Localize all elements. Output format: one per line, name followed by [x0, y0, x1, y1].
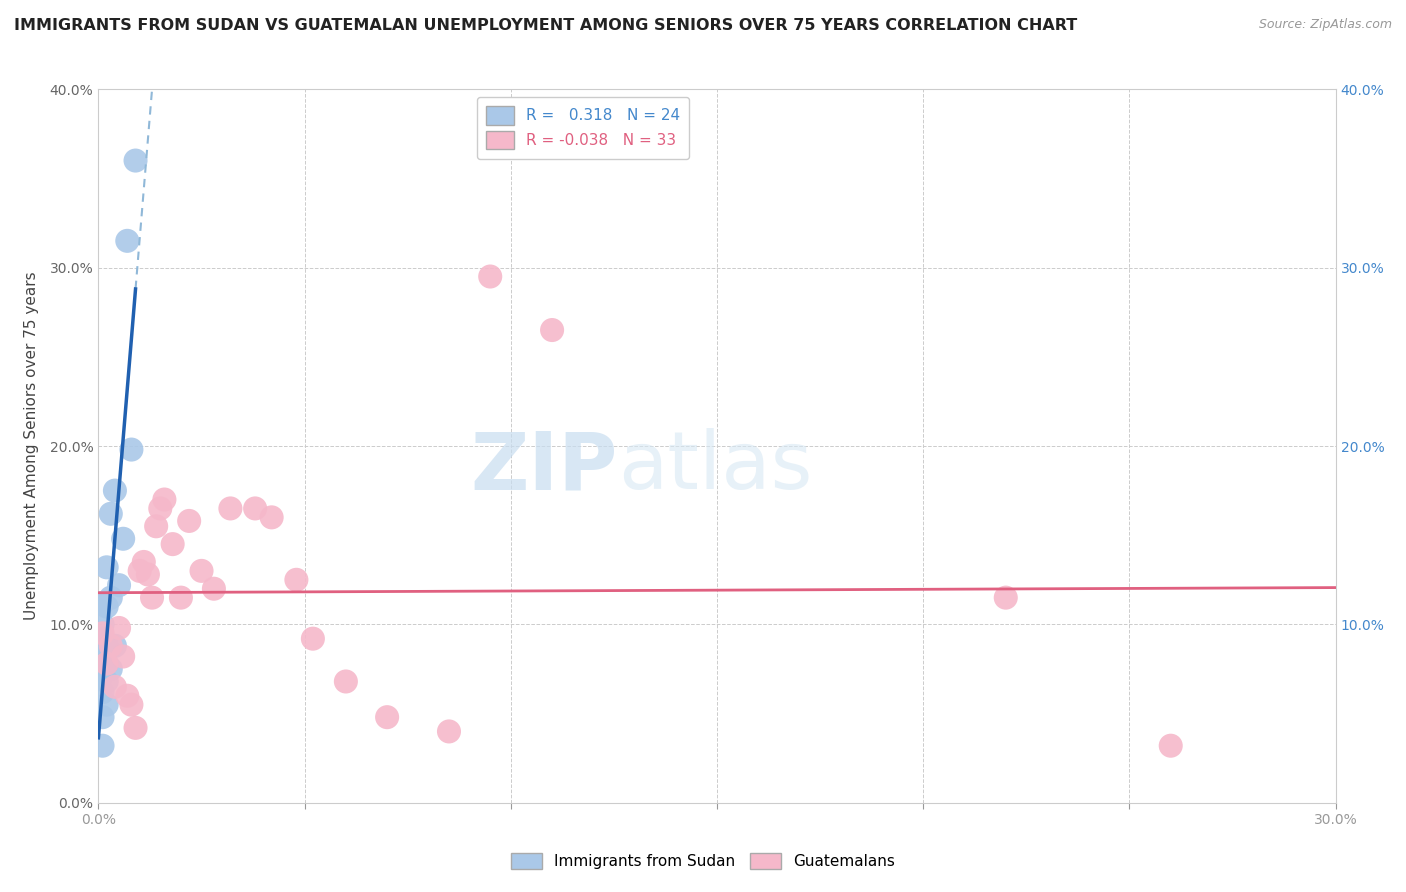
Point [91, 667, 114, 681]
Point [124, 153, 146, 168]
Point [170, 591, 193, 605]
Point [100, 639, 122, 653]
Point [100, 662, 122, 676]
Point [120, 442, 142, 457]
Legend: R =   0.318   N = 24, R = -0.038   N = 33: R = 0.318 N = 24, R = -0.038 N = 33 [477, 97, 689, 159]
Point [149, 501, 172, 516]
Point [108, 578, 131, 592]
Point [112, 649, 135, 664]
Point [136, 567, 159, 582]
Point [302, 632, 325, 646]
Point [108, 621, 131, 635]
Point [153, 492, 176, 507]
Point [91, 632, 114, 646]
Point [190, 564, 212, 578]
Point [91, 626, 114, 640]
Legend: Immigrants from Sudan, Guatemalans: Immigrants from Sudan, Guatemalans [505, 847, 901, 875]
Point [96, 657, 118, 671]
Point [335, 674, 357, 689]
Point [104, 639, 127, 653]
Point [1160, 739, 1182, 753]
Point [124, 721, 146, 735]
Point [479, 269, 502, 284]
Point [104, 680, 127, 694]
Point [994, 591, 1017, 605]
Point [243, 501, 266, 516]
Point [260, 510, 283, 524]
Point [145, 519, 167, 533]
Text: IMMIGRANTS FROM SUDAN VS GUATEMALAN UNEMPLOYMENT AMONG SENIORS OVER 75 YEARS COR: IMMIGRANTS FROM SUDAN VS GUATEMALAN UNEM… [14, 18, 1077, 33]
Point [91, 653, 114, 667]
Point [141, 591, 163, 605]
Point [202, 582, 225, 596]
Point [112, 532, 135, 546]
Point [132, 555, 155, 569]
Point [437, 724, 460, 739]
Point [120, 698, 142, 712]
Point [91, 710, 114, 724]
Point [96, 657, 118, 671]
Point [117, 234, 139, 248]
Point [91, 617, 114, 632]
Point [541, 323, 564, 337]
Point [96, 674, 118, 689]
Point [117, 689, 139, 703]
Point [96, 698, 118, 712]
Text: Source: ZipAtlas.com: Source: ZipAtlas.com [1258, 18, 1392, 31]
Point [162, 537, 184, 551]
Point [100, 591, 122, 605]
Point [128, 564, 150, 578]
Point [96, 639, 118, 653]
Text: atlas: atlas [619, 428, 813, 507]
Point [100, 507, 122, 521]
Point [91, 596, 114, 610]
Point [375, 710, 398, 724]
Point [96, 599, 118, 614]
Point [96, 560, 118, 574]
Point [219, 501, 242, 516]
Point [104, 483, 127, 498]
Text: ZIP: ZIP [471, 428, 619, 507]
Point [179, 514, 201, 528]
Point [91, 739, 114, 753]
Y-axis label: Unemployment Among Seniors over 75 years: Unemployment Among Seniors over 75 years [24, 272, 38, 620]
Point [285, 573, 308, 587]
Point [91, 685, 114, 699]
